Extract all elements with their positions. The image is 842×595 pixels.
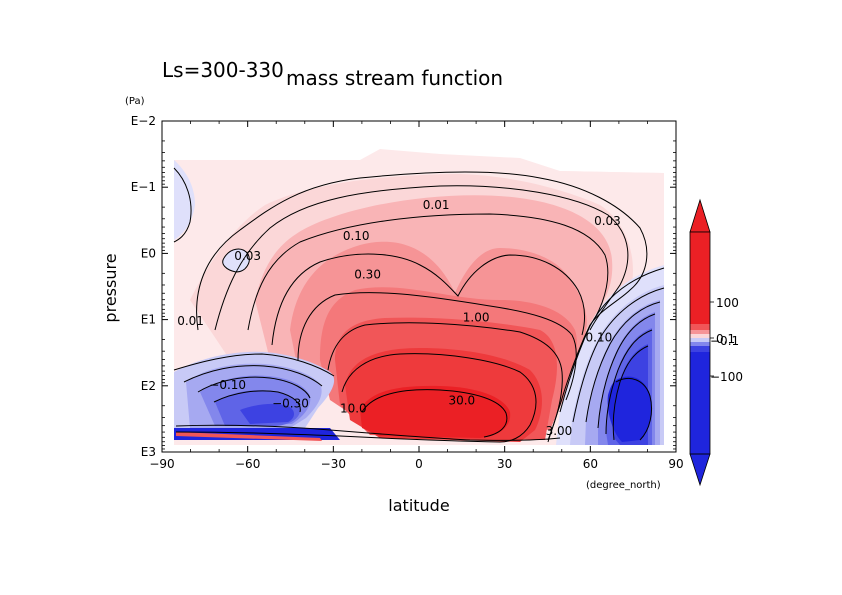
x-tick-label: 0 [415, 457, 423, 471]
contour-line-right-4 [597, 313, 656, 429]
contour-label: −0.10 [209, 378, 246, 392]
colorbar-frame [689, 231, 711, 455]
colorbar-top-arrow [689, 198, 711, 233]
contour-label: 0.01 [423, 198, 450, 212]
contour-label: 0.03 [594, 214, 621, 228]
colorbar-segment-pos-mid [690, 330, 710, 334]
y-tick-label: E2 [141, 379, 156, 393]
y-axis: E−2 E−1 E0 E1 E2 E3 [131, 114, 676, 459]
contour-line-left-edge [173, 167, 192, 243]
colorbar-label-0.1: 0.1 [716, 332, 735, 346]
contour-line-neg-0.30 [213, 390, 301, 413]
period-label: Ls=300-330 [162, 58, 284, 82]
colorbar-segment-pos-light [690, 334, 710, 338]
x-tick-label: −60 [235, 457, 260, 471]
contour-line-right-3 [585, 301, 661, 423]
x-tick-label: 60 [583, 457, 598, 471]
colorbar-label-neg-100: −100 [710, 370, 743, 384]
contour-label: 0.10 [586, 330, 613, 344]
contour-label: 10.0 [340, 401, 367, 415]
contour-line-neg-0.01 [173, 353, 335, 377]
contour-label: −0.30 [272, 397, 309, 411]
y-tick-label: E3 [141, 445, 156, 459]
contour-label: 0.30 [354, 268, 381, 282]
x-axis-title: latitude [388, 496, 449, 515]
contour-label: 0.01 [177, 314, 204, 328]
contour-line-left-islet [222, 248, 250, 273]
field-neg-left-very-light [174, 160, 195, 240]
contour-line-right-5 [605, 329, 653, 435]
contour-line-surface-2 [175, 431, 501, 443]
y-tick-label: E0 [141, 246, 156, 260]
colorbar-segment-neg-light [690, 338, 710, 342]
contour-line-0.10 [247, 213, 609, 331]
contour-label: 3.00 [546, 424, 573, 438]
contour-label: 0.10 [343, 229, 370, 243]
contour-lines [173, 167, 665, 443]
colorbar-segment-neg-dark [690, 346, 710, 352]
x-tick-label: −30 [321, 457, 346, 471]
colorbar-segment-neg-max [690, 352, 710, 454]
colorbar-label-neg-0.1: −0.1 [710, 334, 739, 348]
contour-line-30.0 [361, 389, 508, 438]
x-tick-label: 30 [497, 457, 512, 471]
contour-line-10.0 [341, 353, 537, 443]
colorbar-segment-neg-mid [690, 342, 710, 346]
field-pos-surface-streak [176, 432, 322, 441]
contour-line-1.00 [297, 292, 577, 401]
contour-line-0.01 [196, 171, 648, 331]
contour-line-0.03 [214, 185, 629, 331]
y-tick-label: E1 [141, 313, 156, 327]
chart-title: mass stream function [286, 66, 503, 90]
contour-line-steep [547, 324, 591, 443]
stream-function-field [174, 149, 664, 445]
x-tick-label: 90 [668, 457, 683, 471]
x-axis: −90 −60 −30 0 30 60 90 [149, 121, 684, 471]
y-axis-title: pressure [101, 253, 120, 322]
field-neg-left-dark [240, 403, 294, 424]
contour-line-neg-0.03 [183, 365, 323, 387]
field-neg-left-islet [222, 249, 250, 272]
colorbar-label-100: 100 [716, 296, 739, 310]
x-axis-unit: (degree_north) [586, 480, 661, 491]
y-axis-unit: (Pa) [125, 96, 145, 107]
contour-label: 1.00 [463, 311, 490, 325]
colorbar-bottom-arrow [689, 453, 711, 487]
contour-line-3.00 [327, 322, 563, 441]
y-tick-label: E−1 [131, 180, 156, 194]
field-pos-top-right-pale [560, 171, 664, 260]
contour-line-surface [175, 424, 561, 441]
contour-line-right-6 [612, 345, 649, 441]
contour-line-right-7 [615, 378, 653, 441]
x-tick-label: −90 [149, 457, 174, 471]
contour-line-0.30 [271, 253, 586, 346]
colorbar-segment-pos-dark [690, 324, 710, 330]
y-tick-label: E−2 [131, 114, 156, 128]
field-neg-right-max [607, 376, 652, 442]
contour-labels: 0.01 0.03 0.03 0.10 0.30 1.00 0.01 −0.10 −0.30 10… [177, 198, 621, 438]
colorbar: 100 0.1 −0.1 −100 [689, 198, 743, 487]
contour-label: 0.03 [234, 249, 261, 263]
colorbar-segment-pos-max [690, 232, 710, 324]
field-pos-max [360, 385, 511, 438]
contour-label: 30.0 [448, 393, 475, 407]
contour-line-neg-0.10 [197, 376, 311, 399]
contour-line-right-2 [572, 287, 665, 423]
